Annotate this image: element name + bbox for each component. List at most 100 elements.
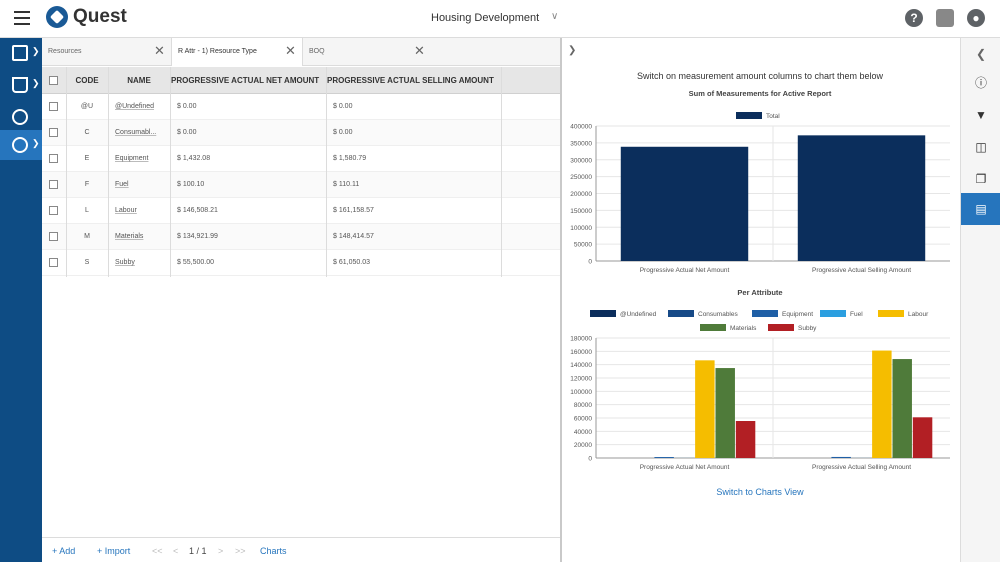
cell-net-amount: $ 100.10	[170, 172, 326, 197]
chevron-down-icon[interactable]: ∨	[551, 11, 558, 22]
last-page-button[interactable]: >>	[235, 546, 246, 556]
resource-type-table: CODE NAME PROGRESSIVE ACTUAL NET AMOUNT …	[42, 67, 560, 276]
select-all-checkbox[interactable]	[49, 67, 63, 93]
close-icon[interactable]: ✕	[414, 43, 425, 59]
legend-label: Materials	[730, 325, 757, 332]
cell-code: M	[66, 224, 108, 249]
y-tick-label: 20000	[574, 442, 592, 449]
row-checkbox[interactable]	[49, 250, 63, 275]
y-tick-label: 140000	[570, 362, 592, 369]
tab-bar: Resources ✕ R Attr - 1) Resource Type ✕ …	[42, 38, 560, 66]
y-tick-label: 100000	[570, 389, 592, 396]
cell-net-amount: $ 1,432.08	[170, 146, 326, 171]
quest-logo-icon	[46, 6, 68, 28]
y-tick-label: 180000	[570, 336, 592, 343]
cell-code: F	[66, 172, 108, 197]
legend-label: Fuel	[850, 311, 863, 318]
row-checkbox[interactable]	[49, 94, 63, 119]
add-button[interactable]: + Add	[52, 546, 75, 556]
bar-labour	[695, 360, 714, 458]
bar-total	[798, 135, 925, 261]
copy-icon[interactable]: ❐	[961, 163, 1000, 195]
print-icon[interactable]	[936, 9, 954, 27]
cell-code: S	[66, 250, 108, 275]
tab-label: BOQ	[309, 48, 325, 55]
collapse-panel-icon[interactable]: ❮	[961, 38, 1000, 70]
column-header-code[interactable]: CODE	[66, 67, 108, 93]
tab-resources[interactable]: Resources ✕	[42, 38, 170, 66]
nav-documents[interactable]: ❯	[0, 38, 42, 70]
help-icon[interactable]: ?	[905, 9, 923, 27]
bar-materials	[715, 368, 734, 458]
cell-selling-amount: $ 1,580.79	[326, 146, 502, 171]
legend-swatch	[668, 310, 694, 317]
y-tick-label: 200000	[570, 191, 592, 198]
y-tick-label: 400000	[570, 124, 592, 131]
import-button[interactable]: + Import	[97, 546, 130, 556]
tab-resource-type[interactable]: R Attr - 1) Resource Type ✕	[171, 38, 303, 66]
cell-code: L	[66, 198, 108, 223]
x-tick-label: Progressive Actual Selling Amount	[812, 267, 911, 274]
cell-selling-amount: $ 0.00	[326, 94, 502, 119]
tab-boq[interactable]: BOQ ✕	[303, 38, 431, 66]
info-icon[interactable]: ⓘ	[961, 67, 1000, 99]
cell-name: Consumabl...	[108, 120, 170, 145]
charts-button[interactable]: Charts	[260, 546, 287, 556]
cell-selling-amount: $ 61,050.03	[326, 250, 502, 275]
legend-swatch	[768, 324, 794, 331]
tab-label: R Attr - 1) Resource Type	[178, 48, 257, 55]
legend-label: Subby	[798, 325, 817, 332]
cell-net-amount: $ 55,500.00	[170, 250, 326, 275]
project-selector[interactable]: Housing Development	[431, 12, 539, 24]
switch-to-charts-view-link[interactable]: Switch to Charts View	[716, 487, 804, 497]
column-header-selling-amount[interactable]: PROGRESSIVE ACTUAL SELLING AMOUNT	[326, 67, 502, 93]
close-icon[interactable]: ✕	[285, 43, 296, 59]
left-navigation: ❯ ❯ ❯	[0, 38, 42, 562]
table-row[interactable]: @U@Undefined$ 0.00$ 0.00	[42, 94, 560, 120]
user-account-icon[interactable]: ●	[967, 9, 985, 27]
y-tick-label: 40000	[574, 429, 592, 436]
expand-panel-icon[interactable]: ❯	[568, 45, 576, 56]
legend-swatch	[700, 324, 726, 331]
legend-label: Total	[766, 113, 780, 120]
row-checkbox[interactable]	[49, 146, 63, 171]
row-checkbox[interactable]	[49, 198, 63, 223]
close-icon[interactable]: ✕	[154, 43, 165, 59]
row-checkbox[interactable]	[49, 120, 63, 145]
y-tick-label: 350000	[570, 140, 592, 147]
first-page-button[interactable]: <<	[152, 546, 163, 556]
nav-resources[interactable]: ❯	[0, 130, 42, 160]
cell-selling-amount: $ 148,414.57	[326, 224, 502, 249]
app-logo[interactable]: Quest	[46, 6, 127, 28]
y-tick-label: 250000	[570, 174, 592, 181]
nav-cart[interactable]: ❯	[0, 70, 42, 102]
chart-icon[interactable]: ▤	[961, 193, 1000, 225]
y-tick-label: 300000	[570, 157, 592, 164]
columns-icon[interactable]: ◫	[961, 131, 1000, 163]
y-tick-label: 100000	[570, 225, 592, 232]
legend-label: Equipment	[782, 311, 813, 318]
bar-subby	[736, 421, 755, 458]
next-page-button[interactable]: >	[218, 546, 223, 556]
legend-label: Labour	[908, 311, 929, 318]
x-tick-label: Progressive Actual Net Amount	[640, 267, 730, 274]
menu-icon[interactable]	[14, 11, 30, 25]
y-tick-label: 50000	[574, 242, 592, 249]
cell-code: E	[66, 146, 108, 171]
chart-panel-heading: Switch on measurement amount columns to …	[637, 71, 884, 81]
prev-page-button[interactable]: <	[173, 546, 178, 556]
chart2-title: Per Attribute	[737, 288, 782, 297]
column-header-name[interactable]: NAME	[108, 67, 170, 93]
row-checkbox[interactable]	[49, 224, 63, 249]
y-tick-label: 0	[588, 259, 592, 266]
chart1-title: Sum of Measurements for Active Report	[689, 89, 832, 98]
row-checkbox[interactable]	[49, 172, 63, 197]
filter-icon[interactable]: ▼	[961, 99, 1000, 131]
column-header-net-amount[interactable]: PROGRESSIVE ACTUAL NET AMOUNT	[170, 67, 326, 93]
